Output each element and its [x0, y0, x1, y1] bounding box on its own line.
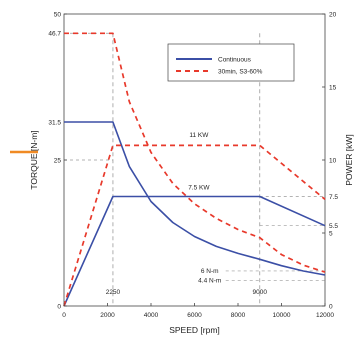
y-left-axis-title: TORQUE [N-m] — [29, 130, 39, 189]
x-tick-label: 4000 — [144, 312, 159, 319]
annotation-label: 7.5 KW — [188, 185, 210, 192]
x-tick-label: 12000 — [316, 312, 334, 319]
y-left-marked-46.7: 46.7 — [48, 31, 61, 38]
series-layer — [63, 32, 326, 307]
torque-continuous-line — [64, 121, 326, 276]
y-left-tick-label: 50 — [54, 11, 62, 18]
y-right-tick-label: 20 — [329, 11, 337, 18]
y-left-tick-label: 25 — [54, 157, 62, 164]
y-right-marked-7.5: 7.5 — [329, 194, 338, 201]
y-right-axis-title: POWER [kW] — [344, 134, 354, 185]
x-tick-label: 2000 — [100, 312, 115, 319]
legend-label-intermittent: 30min, S3-60% — [218, 69, 263, 76]
legend-box — [167, 43, 295, 82]
annotation-label: 4.4 N-m — [198, 277, 221, 284]
annotation-label: 6 N-m — [201, 268, 219, 275]
annotation-label: 11 KW — [189, 132, 209, 139]
legend: Continuous 30min, S3-60% — [167, 43, 295, 82]
torque-intermittent-line — [64, 32, 326, 273]
x-tick-label: 6000 — [187, 312, 202, 319]
y-right-tick-label: 0 — [329, 303, 333, 310]
legend-label-continuous: Continuous — [218, 57, 252, 64]
y-right-tick-label: 10 — [329, 157, 337, 164]
x-tick-label: 8000 — [231, 312, 246, 319]
marker-label-2250: 2250 — [106, 289, 121, 296]
x-tick-label: 10000 — [272, 312, 290, 319]
x-axis-title: SPEED [rpm] — [169, 325, 220, 335]
y-left-tick-label: 0 — [57, 303, 61, 310]
power-intermittent-line — [63, 144, 326, 307]
y-left-marked-31.5: 31.5 — [48, 119, 61, 126]
annotations: 11 KW 7.5 KW 6 N-m 4.4 N-m — [188, 132, 221, 284]
y-right-tick-label: 5 — [329, 230, 333, 237]
power-continuous-line — [63, 195, 326, 307]
x-tick-label: 0 — [62, 312, 66, 319]
y-right-marked-5.5: 5.5 — [329, 223, 338, 230]
marker-label-9000: 9000 — [253, 289, 268, 296]
y-right-tick-label: 15 — [329, 84, 337, 91]
